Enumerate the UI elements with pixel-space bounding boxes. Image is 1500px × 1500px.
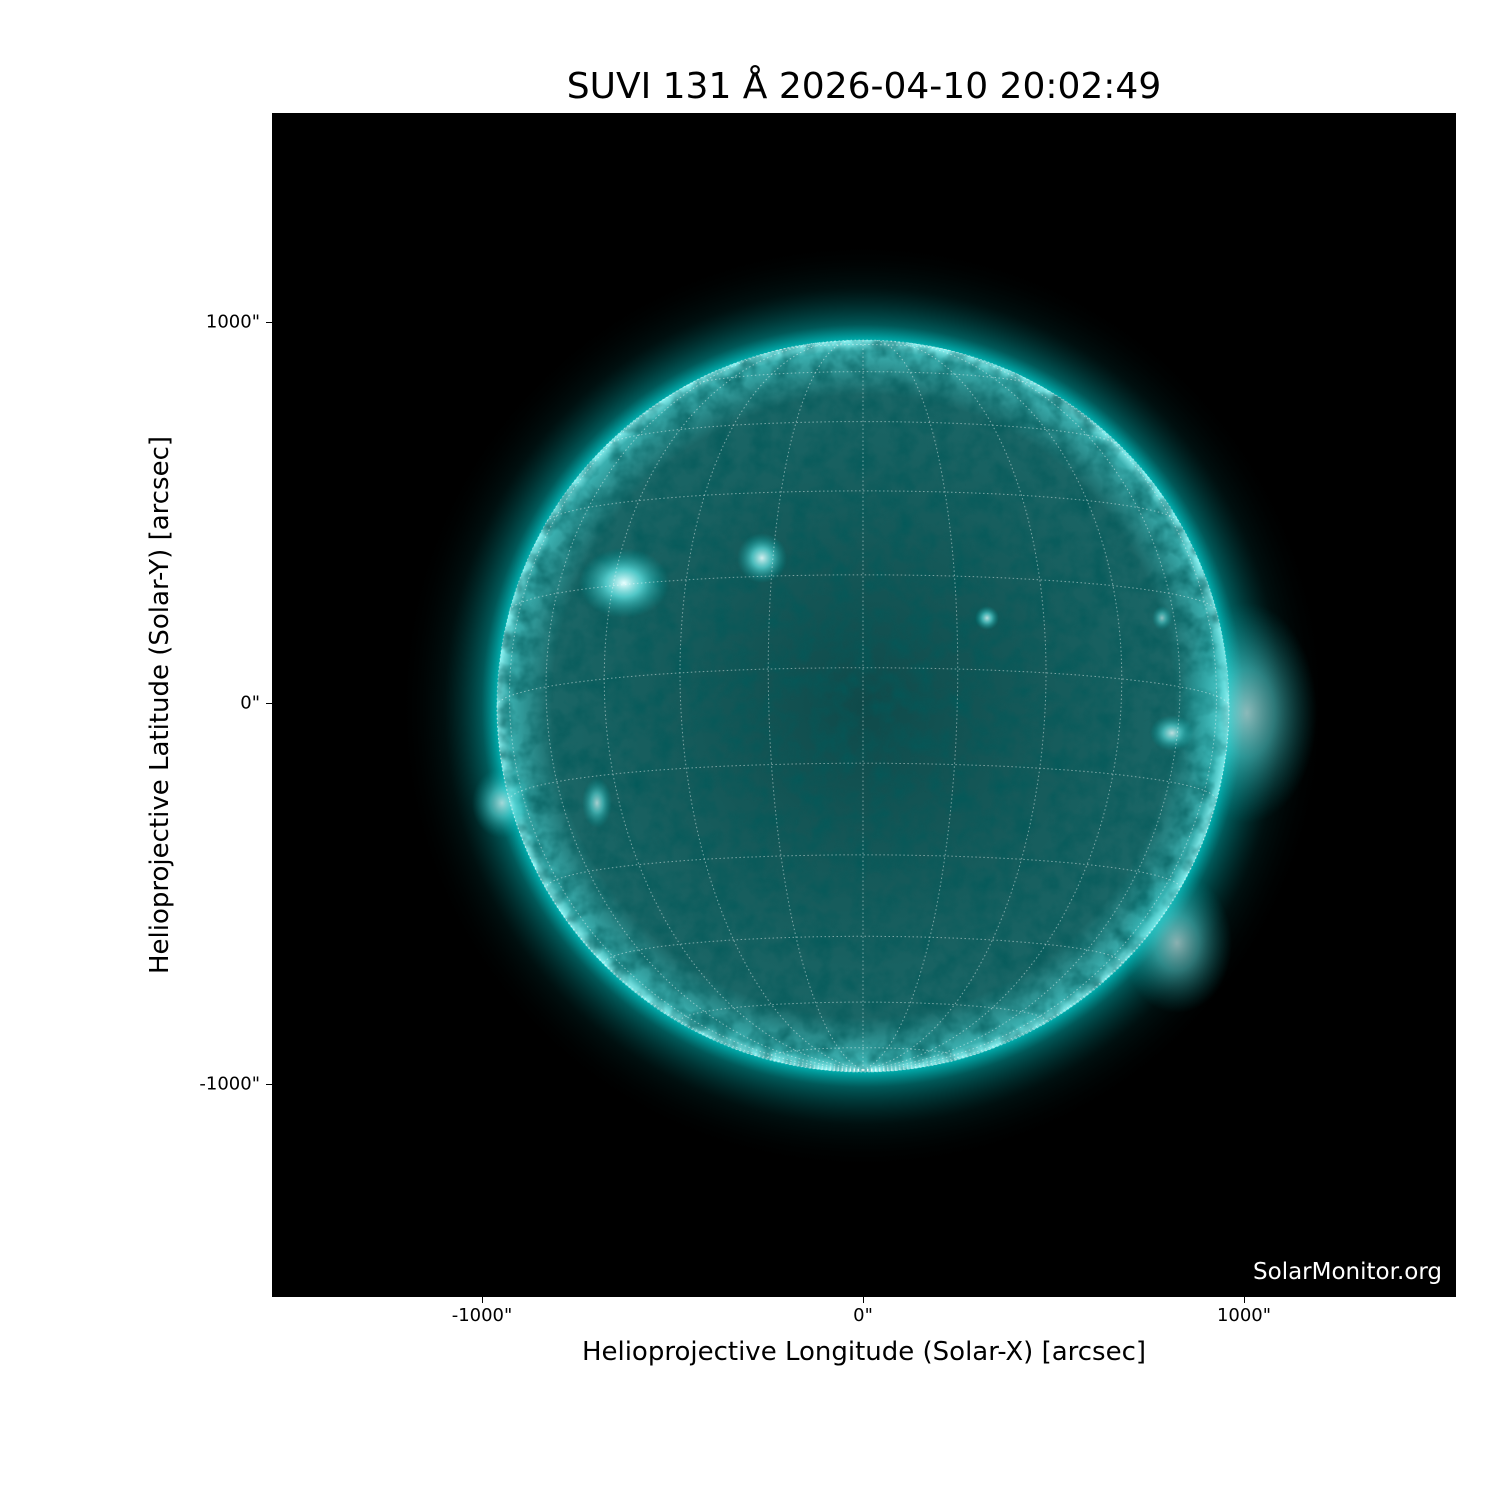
x-tick-mark: [482, 1297, 483, 1303]
meridian-line: [862, 340, 1047, 1071]
parallel-line: [496, 667, 1230, 707]
y-tick-mark: [266, 1084, 272, 1085]
meridian-line: [767, 339, 864, 1071]
active-region: [582, 778, 612, 828]
meridian-line: [862, 339, 959, 1071]
meridian-line: [603, 342, 864, 1071]
x-tick-mark: [1244, 1297, 1245, 1303]
parallel-line: [767, 1047, 959, 1062]
parallel-line: [776, 344, 950, 351]
limb-line: [496, 339, 1230, 1073]
active-region: [1152, 606, 1172, 630]
active-region: [579, 548, 669, 618]
y-tick-label: 1000": [205, 311, 260, 333]
y-tick-label: -1000": [199, 1073, 260, 1095]
meridian-line: [862, 1069, 873, 1073]
x-tick-label: 1000": [1216, 1305, 1272, 1326]
meridian-line: [862, 1069, 883, 1072]
meridian-line: [862, 1067, 919, 1071]
watermark: SolarMonitor.org: [1253, 1259, 1442, 1285]
parallel-line: [509, 762, 1217, 801]
meridian-line: [508, 368, 864, 1071]
meridian-line: [853, 1069, 864, 1073]
y-tick-mark: [266, 703, 272, 704]
parallel-line: [509, 574, 1217, 611]
meridian-line: [862, 368, 1218, 1071]
y-tick-mark: [266, 322, 272, 323]
meridian-line: [843, 1069, 864, 1072]
meridian-line: [862, 345, 1181, 1071]
parallel-line: [603, 935, 1123, 967]
limb-loops: [1177, 603, 1317, 823]
heliographic-grid: [496, 339, 1230, 1073]
sun-disk: [398, 241, 1328, 1171]
x-axis-label: Helioprojective Longitude (Solar-X) [arc…: [581, 1337, 1147, 1367]
limb-loops: [1122, 873, 1232, 1013]
y-tick-label: 0": [240, 692, 260, 714]
x-tick-label: 0": [853, 1305, 873, 1326]
parallel-line: [546, 490, 1180, 523]
active-region: [975, 606, 999, 630]
x-tick-label: -1000": [451, 1305, 513, 1326]
parallel-line: [683, 371, 1043, 388]
x-tick-mark: [863, 1297, 864, 1303]
meridian-line: [862, 342, 1123, 1071]
limb-loops: [472, 768, 532, 838]
solar-image: SolarMonitor.org: [272, 113, 1456, 1297]
meridian-line: [862, 1046, 996, 1071]
y-axis-label: Helioprojective Latitude (Solar-Y) [arcs…: [145, 435, 175, 975]
meridian-line: [545, 345, 864, 1071]
parallel-line: [545, 854, 1181, 890]
meridian-line: [730, 1046, 864, 1071]
meridian-line: [679, 340, 864, 1071]
active-region: [737, 533, 787, 583]
meridian-line: [807, 1067, 864, 1071]
plot-title: SUVI 131 Å 2026-04-10 20:02:49: [566, 66, 1162, 107]
